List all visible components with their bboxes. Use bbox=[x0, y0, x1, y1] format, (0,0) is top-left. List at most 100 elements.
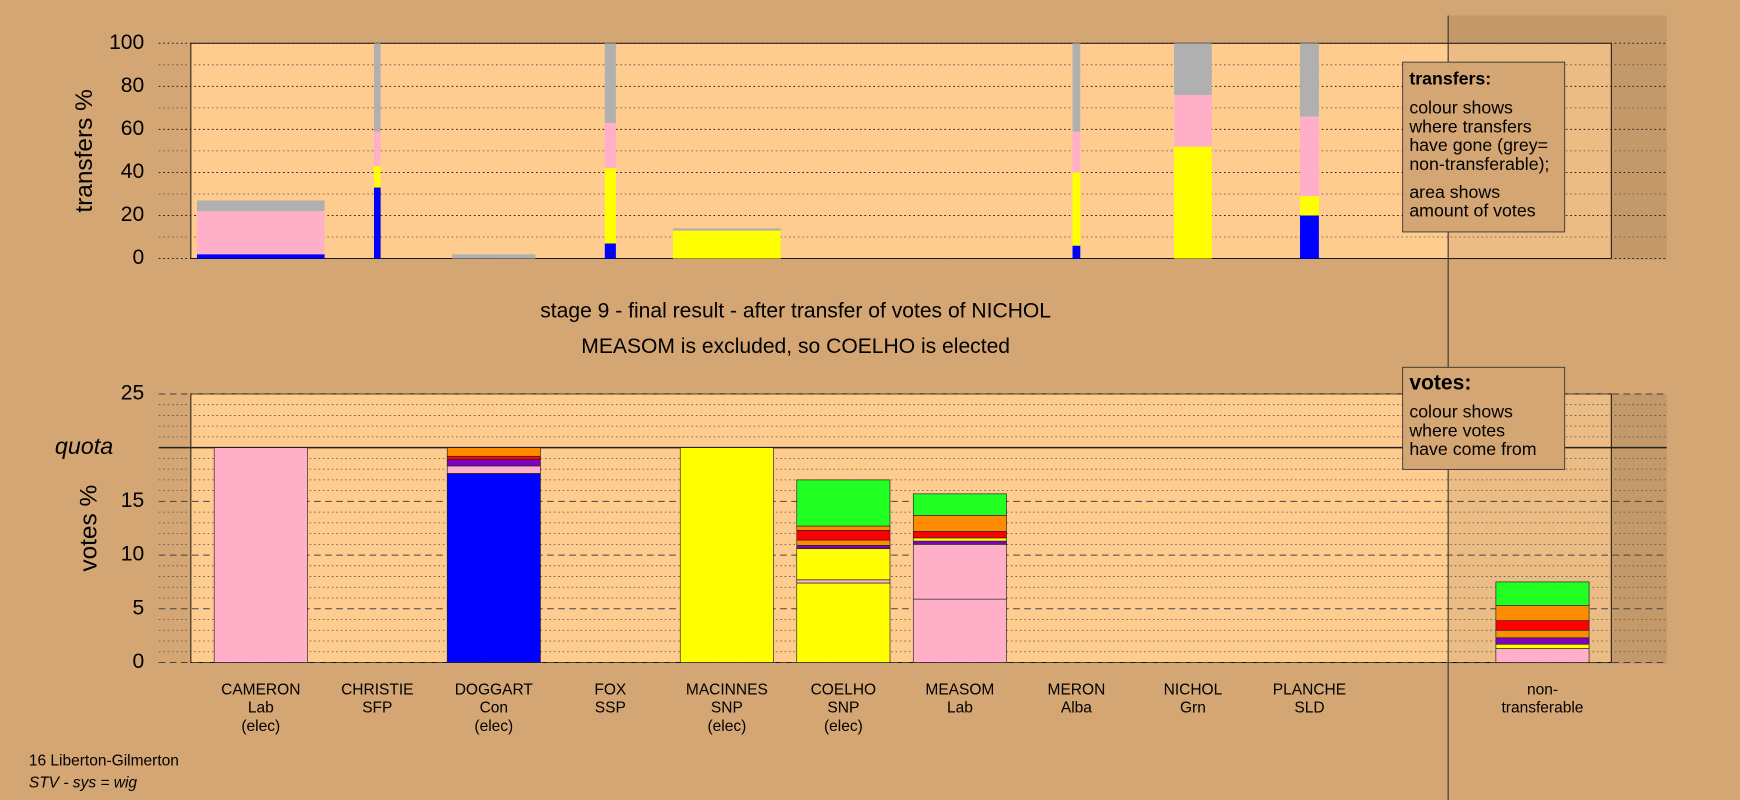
y-tick-label: 0 bbox=[133, 246, 145, 269]
legend-text: colour shows bbox=[1409, 401, 1513, 421]
chart-subtitle: MEASOM is excluded, so COELHO is elected bbox=[581, 335, 1010, 358]
y-tick-label: 0 bbox=[133, 650, 145, 673]
y-tick-label: 25 bbox=[121, 382, 144, 405]
chart-title: stage 9 - final result - after transfer … bbox=[540, 299, 1051, 322]
legend-box bbox=[1402, 366, 1566, 470]
vote-segment bbox=[912, 493, 1007, 516]
y-tick-label: quota bbox=[55, 433, 113, 459]
vote-segment bbox=[796, 545, 891, 549]
transfer-segment bbox=[1072, 43, 1081, 132]
vote-segment bbox=[796, 548, 891, 581]
y-tick-label: 10 bbox=[121, 543, 144, 566]
vote-segment bbox=[679, 447, 774, 663]
vote-segment bbox=[796, 479, 891, 527]
vote-segment bbox=[1495, 643, 1590, 649]
transfer-segment bbox=[1072, 131, 1081, 173]
vote-segment bbox=[1495, 648, 1590, 663]
transfer-segment bbox=[373, 131, 381, 166]
transfer-segment bbox=[373, 43, 381, 132]
transfer-segment bbox=[1072, 172, 1081, 246]
vote-segment bbox=[1495, 629, 1590, 639]
vote-segment bbox=[1495, 581, 1590, 606]
x-tick-label: (elec) bbox=[474, 718, 513, 735]
legend-title: transfers: bbox=[1409, 69, 1491, 89]
transfer-segment bbox=[196, 254, 325, 259]
transfer-segment bbox=[373, 187, 381, 259]
y-tick-label: 20 bbox=[121, 203, 144, 226]
vote-segment bbox=[1495, 637, 1590, 645]
transfer-segment bbox=[673, 228, 781, 231]
legend-text: colour shows bbox=[1409, 97, 1513, 117]
transfer-segment bbox=[1300, 196, 1319, 216]
x-tick-label: SSP bbox=[595, 700, 626, 717]
transfer-segment bbox=[1174, 94, 1212, 147]
transfer-segment bbox=[1174, 146, 1212, 259]
transfer-segment bbox=[1174, 43, 1212, 95]
x-tick-label: PLANCHE bbox=[1273, 681, 1346, 698]
transfer-segment bbox=[373, 165, 381, 188]
legend-text: have come from bbox=[1409, 439, 1536, 459]
x-tick-label: SNP bbox=[711, 700, 743, 717]
x-tick-label: SLD bbox=[1294, 700, 1324, 717]
vote-segment bbox=[912, 514, 1007, 532]
legend-text: non-transferable); bbox=[1409, 154, 1549, 174]
x-tick-label: SFP bbox=[362, 700, 392, 717]
vote-segment bbox=[912, 543, 1007, 600]
vote-segment bbox=[796, 530, 891, 541]
x-tick-label: CHRISTIE bbox=[341, 681, 413, 698]
x-tick-label: NICHOL bbox=[1164, 681, 1223, 698]
transfer-segment bbox=[604, 243, 616, 259]
legend-text: have gone (grey= bbox=[1409, 135, 1548, 155]
vote-segment bbox=[912, 540, 1007, 545]
y-tick-label: 80 bbox=[121, 74, 144, 97]
legend-title: votes: bbox=[1409, 372, 1471, 395]
legend-text: where transfers bbox=[1408, 116, 1531, 136]
vote-segment bbox=[912, 598, 1007, 663]
x-tick-label: non- bbox=[1527, 681, 1558, 698]
y-tick-label: 5 bbox=[133, 596, 145, 619]
x-tick-label: Lab bbox=[947, 700, 973, 717]
vote-segment bbox=[796, 582, 891, 663]
x-tick-label: SNP bbox=[827, 700, 859, 717]
vote-segment bbox=[796, 579, 891, 584]
y-tick-label: 15 bbox=[121, 489, 144, 512]
x-tick-label: Alba bbox=[1061, 700, 1092, 717]
y-tick-label: 100 bbox=[109, 31, 144, 54]
y-tick-label: 40 bbox=[121, 160, 144, 183]
vote-segment bbox=[1495, 620, 1590, 631]
plot-area bbox=[190, 393, 1612, 663]
x-tick-label: transferable bbox=[1502, 700, 1584, 717]
x-tick-label: Lab bbox=[248, 700, 274, 717]
x-tick-label: CAMERON bbox=[221, 681, 300, 698]
legend-box bbox=[1402, 61, 1566, 233]
transfer-segment bbox=[604, 43, 616, 123]
transfer-segment bbox=[604, 122, 616, 169]
vote-segment bbox=[796, 539, 891, 546]
transfer-segment bbox=[673, 230, 781, 259]
vote-segment bbox=[446, 459, 541, 467]
transfer-segment bbox=[1300, 43, 1319, 117]
vote-segment bbox=[912, 537, 1007, 542]
vote-segment bbox=[912, 531, 1007, 539]
y-tick-label: 60 bbox=[121, 117, 144, 140]
x-tick-label: Grn bbox=[1180, 700, 1206, 717]
vote-segment bbox=[446, 447, 541, 457]
y-axis-title: votes % bbox=[75, 485, 102, 572]
y-axis-title: transfers % bbox=[71, 89, 98, 212]
x-tick-label: FOX bbox=[594, 681, 627, 698]
x-tick-label: (elec) bbox=[241, 718, 280, 735]
transfer-segment bbox=[1300, 215, 1319, 259]
transfer-segment bbox=[1072, 245, 1081, 259]
footer-text: 16 Liberton-Gilmerton bbox=[29, 752, 179, 769]
legend-text: amount of votes bbox=[1409, 201, 1535, 221]
x-tick-label: MERON bbox=[1048, 681, 1106, 698]
legend-text: area shows bbox=[1409, 182, 1500, 202]
vote-segment bbox=[213, 447, 308, 663]
footer-text: STV - sys = wig bbox=[29, 775, 138, 792]
vote-segment bbox=[446, 473, 541, 663]
x-tick-label: COELHO bbox=[811, 681, 877, 698]
x-tick-label: DOGGART bbox=[455, 681, 534, 698]
legend-text: where votes bbox=[1408, 420, 1505, 440]
transfer-segment bbox=[452, 254, 536, 259]
